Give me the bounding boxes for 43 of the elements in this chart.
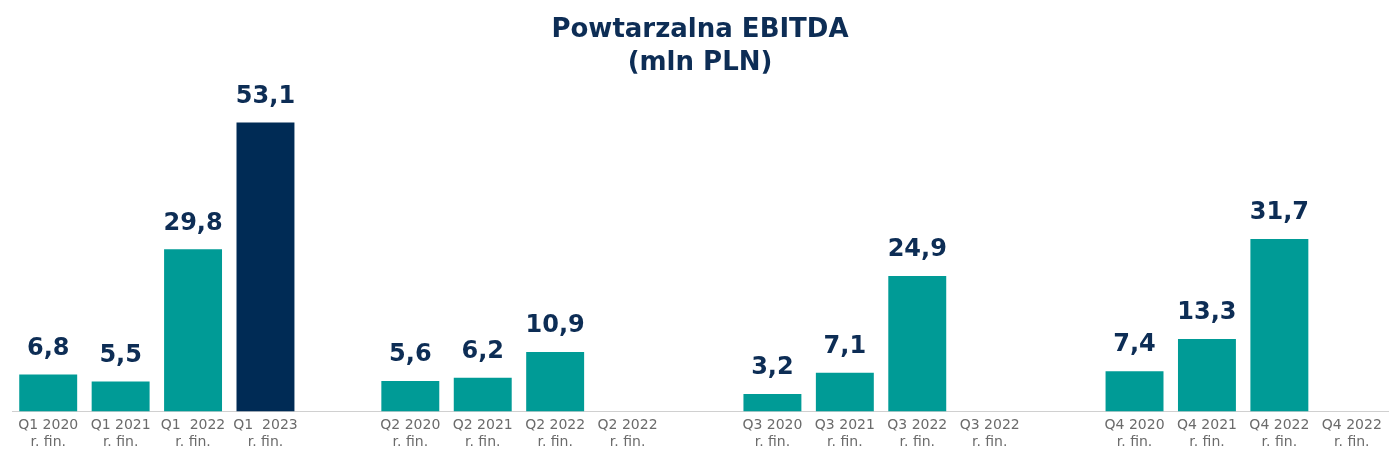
x-tick-label: Q1 2023 r. fin. [233, 416, 298, 450]
bar [888, 275, 947, 412]
bar [743, 393, 802, 412]
bar [164, 249, 223, 412]
x-tick-label: Q2 2022 r. fin. [597, 416, 658, 450]
x-tick-label: Q3 2022 r. fin. [959, 416, 1020, 450]
x-tick-label: Q4 2020 r. fin. [1104, 416, 1165, 450]
data-label: 6,8 [26, 332, 70, 361]
x-tick-label: Q4 2022 r. fin. [1249, 416, 1310, 450]
data-label: 29,8 [163, 207, 223, 236]
bar [236, 122, 295, 412]
bar [19, 374, 78, 412]
data-label: 6,2 [461, 335, 504, 364]
x-tick-label: Q2 2020 r. fin. [380, 416, 441, 450]
data-label: 5,6 [389, 339, 432, 368]
bar [1177, 339, 1236, 412]
data-label: 10,9 [525, 310, 585, 339]
bar [1250, 238, 1309, 412]
x-tick-label: Q3 2022 r. fin. [887, 416, 948, 450]
x-tick-label: Q2 2021 r. fin. [452, 416, 513, 450]
x-tick-label: Q3 2021 r. fin. [814, 416, 875, 450]
x-tick-label: Q4 2022 r. fin. [1321, 416, 1382, 450]
data-label: 53,1 [235, 80, 296, 109]
bar [381, 380, 440, 412]
x-tick-label: Q4 2021 r. fin. [1176, 416, 1237, 450]
x-tick-label: Q1 2022 r. fin. [160, 416, 226, 450]
data-label: 7,1 [823, 331, 867, 360]
x-tick-label: Q3 2020 r. fin. [742, 416, 803, 450]
x-tick-label: Q1 2021 r. fin. [90, 416, 151, 450]
bar [91, 381, 150, 412]
bar [1105, 371, 1164, 412]
bar [526, 352, 585, 412]
bar [815, 372, 874, 412]
data-label: 13,3 [1177, 297, 1237, 326]
x-tick-label: Q2 2022 r. fin. [525, 416, 586, 450]
data-label: 31,7 [1249, 197, 1309, 226]
bar [453, 377, 512, 412]
chart-title: Powtarzalna EBITDA (mln PLN) [551, 13, 849, 76]
x-tick-label: Q1 2020 r. fin. [18, 416, 79, 450]
data-label: 24,9 [887, 234, 947, 263]
data-label: 3,2 [751, 352, 794, 381]
data-label: 7,4 [1113, 329, 1156, 358]
data-label: 5,5 [99, 339, 142, 368]
